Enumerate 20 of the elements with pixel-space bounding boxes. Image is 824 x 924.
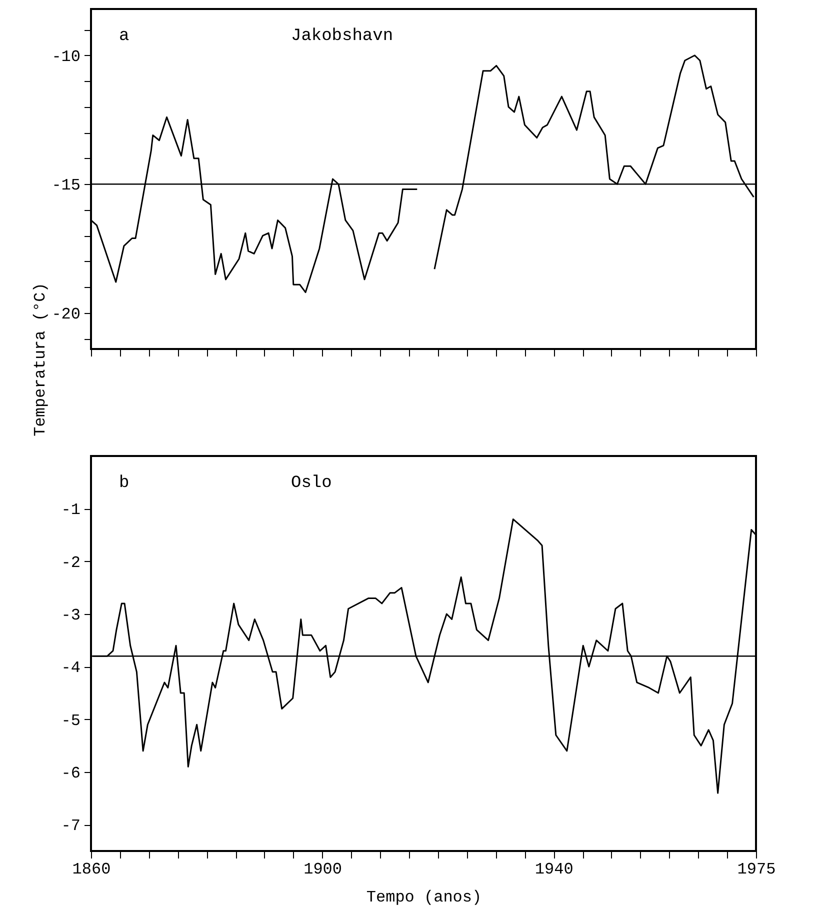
y-tick-label: -3 — [61, 606, 80, 624]
x-tick-label: 1975 — [737, 860, 776, 878]
y-tick-label: -5 — [61, 712, 80, 730]
annotation: b — [119, 474, 130, 493]
annotation: a — [119, 27, 130, 46]
y-tick-label: -10 — [52, 48, 80, 66]
y-tick-label: -15 — [52, 176, 80, 195]
y-tick-label: -2 — [61, 554, 80, 572]
y-tick-label: -20 — [52, 305, 80, 324]
x-tick-label: 1940 — [534, 860, 574, 878]
y-tick-label: -7 — [61, 817, 80, 836]
x-axis-title: Tempo (anos) — [366, 888, 482, 906]
y-tick-label: -4 — [61, 659, 80, 678]
y-tick-label: -6 — [61, 764, 80, 782]
y-axis-title: Temperatura (°C) — [32, 282, 50, 436]
text: Jakobshavn — [291, 27, 394, 46]
text: Oslo — [291, 474, 332, 493]
y-tick-label: -1 — [61, 501, 80, 520]
x-tick-label: 1900 — [304, 860, 342, 878]
x-tick-label: 1860 — [72, 860, 111, 878]
